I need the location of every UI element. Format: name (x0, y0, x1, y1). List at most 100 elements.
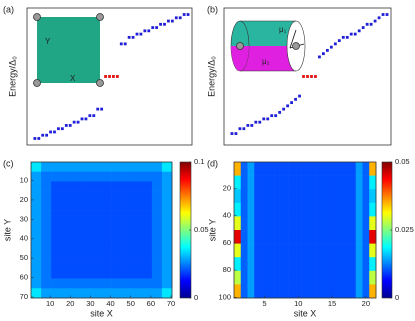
heat-cell (240, 216, 248, 231)
heat-cell (61, 191, 72, 202)
heat-cell (81, 278, 92, 289)
heat-cell (121, 249, 133, 260)
heat-cell (141, 210, 153, 221)
point (147, 29, 151, 33)
y-axis-label: Energy/Δ₀ (206, 56, 216, 97)
heat-cell (51, 288, 62, 299)
heat-cell (151, 210, 163, 221)
point (230, 132, 234, 135)
heat-cell (71, 259, 82, 270)
heat-cell (308, 243, 316, 258)
point (322, 52, 325, 56)
heat-cell (121, 162, 133, 173)
heat-cell (71, 162, 82, 173)
heat-cell (41, 230, 52, 241)
heat-cell (267, 270, 275, 285)
heat-cell (101, 220, 112, 231)
heat-cell (71, 230, 82, 241)
heat-cell (247, 284, 255, 299)
point (64, 124, 68, 127)
heat-cell (355, 243, 363, 258)
heat-cell (321, 202, 329, 217)
x-tick-label: 70 (167, 299, 175, 308)
panel-label: (d) (207, 158, 218, 168)
heat-cell (101, 268, 112, 279)
heat-cell (31, 259, 42, 270)
heat-cell (161, 259, 173, 270)
heat-cell (247, 175, 255, 190)
heat-cell (151, 230, 163, 241)
heat-cell (41, 162, 52, 173)
point (258, 120, 262, 124)
heat-cell (71, 268, 82, 279)
heat-cell (281, 230, 289, 244)
heat-cell (71, 278, 82, 289)
point (178, 16, 182, 20)
heat-cell (141, 171, 153, 182)
heat-cell (161, 230, 173, 241)
point (381, 13, 385, 16)
heat-cell (321, 230, 329, 244)
heat-cell (308, 284, 316, 299)
heat-cell (51, 171, 62, 182)
heat-cell (234, 257, 242, 272)
heat-cell (41, 181, 52, 192)
heat-cell (240, 230, 248, 244)
heat-cell (81, 171, 92, 182)
heat-cell (328, 175, 336, 190)
heat-cell (261, 270, 269, 285)
heat-cell (274, 243, 282, 258)
heat-cell (91, 278, 102, 289)
heat-cell (240, 270, 248, 285)
heat-cell (355, 162, 363, 176)
heat-cell (81, 220, 92, 231)
heat-cell (274, 230, 282, 244)
heat-cell (151, 278, 163, 289)
heat-cell (274, 257, 282, 272)
point (155, 26, 159, 29)
heat-cell (355, 175, 363, 190)
y-tick-label: 40 (20, 234, 28, 243)
heat-cell (288, 202, 296, 217)
heat-cell (141, 288, 153, 299)
point (377, 16, 381, 20)
heat-cell (294, 175, 302, 190)
heat-cell (315, 162, 323, 176)
heat-cell (261, 162, 269, 176)
heat-cell (355, 257, 363, 272)
heat-cell (294, 270, 302, 285)
heat-cell (315, 230, 323, 244)
y-tick-label: 20 (223, 184, 231, 193)
heat-cell (41, 278, 52, 289)
heat-cell (61, 259, 72, 270)
heat-cell (111, 181, 122, 192)
heat-cell (355, 284, 363, 299)
heat-cell (131, 171, 143, 182)
point (341, 35, 345, 39)
heat-cell (281, 162, 289, 176)
heat-cell (121, 210, 133, 221)
point (41, 133, 45, 137)
colorbar-tick-label: 0 (395, 293, 399, 302)
heat-cell (141, 162, 153, 173)
heat-cell (41, 239, 52, 250)
heat-cell (240, 243, 248, 258)
heat-cell (101, 200, 112, 211)
heat-cell (111, 249, 122, 260)
heat-cell (81, 200, 92, 211)
point (286, 104, 290, 108)
x-tick-label: 15 (328, 299, 336, 308)
heat-cell (151, 288, 163, 299)
colorbar-tick-label: 0 (194, 293, 198, 302)
colorbar-tick-label: 0.025 (395, 225, 414, 234)
colorbar-tick-label: 0.1 (194, 157, 204, 166)
heat-cell (51, 181, 62, 192)
heat-cell (240, 257, 248, 272)
point (151, 26, 155, 29)
heat-cell (254, 175, 262, 190)
heat-cell (294, 230, 302, 244)
heat-cell (91, 249, 102, 260)
heat-cell (141, 230, 153, 241)
inset-cylinder (230, 20, 306, 72)
heat-cell (315, 243, 323, 258)
